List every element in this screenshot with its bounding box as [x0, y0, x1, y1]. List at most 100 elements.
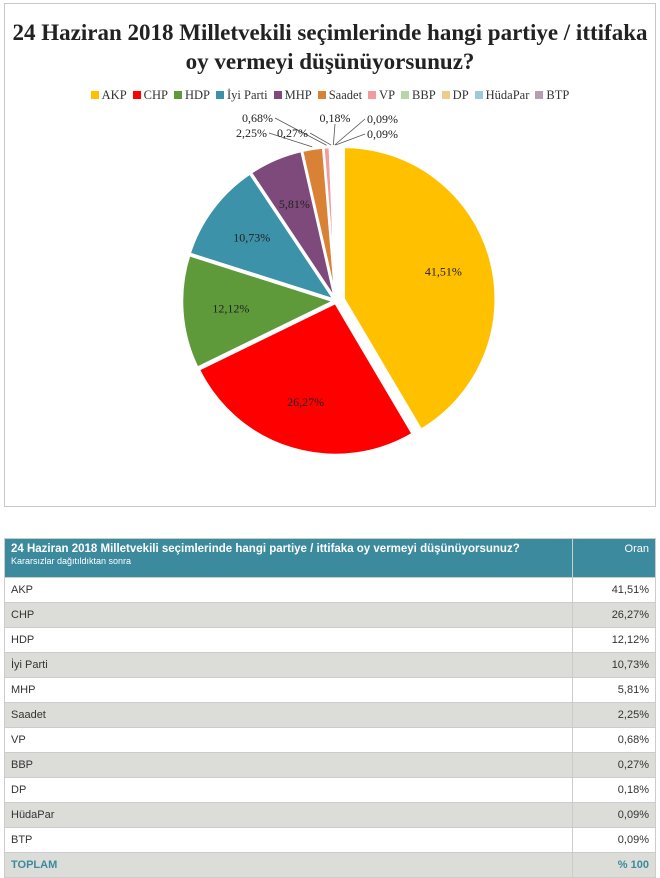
leader-line — [274, 117, 327, 146]
leader-line — [332, 123, 336, 146]
party-value: 0,27% — [572, 752, 656, 778]
party-value: 0,68% — [572, 727, 656, 753]
party-name: HüdaPar — [4, 802, 573, 828]
table-title: 24 Haziran 2018 Milletvekili seçimlerind… — [11, 543, 520, 555]
legend-item: HüdaPar — [474, 88, 530, 103]
legend-swatch — [273, 91, 282, 99]
party-name: İyi Parti — [4, 652, 573, 678]
party-name: MHP — [4, 677, 573, 703]
leader-line — [309, 132, 332, 146]
legend-label: VP — [379, 88, 396, 102]
legend-label: MHP — [284, 88, 312, 102]
legend-swatch — [317, 91, 326, 99]
legend-label: Saadet — [328, 88, 363, 102]
table-row: DP 0,18% — [4, 777, 656, 803]
pie-chart: 24 Haziran 2018 Milletvekili seçimlerind… — [4, 3, 656, 507]
legend-label: BBP — [412, 88, 436, 102]
data-label: 10,73% — [233, 231, 270, 245]
party-value: 0,09% — [572, 802, 656, 828]
legend-label: BTP — [546, 88, 570, 102]
legend-swatch — [216, 91, 224, 99]
party-name: HDP — [4, 627, 573, 653]
table-row: Saadet 2,25% — [4, 702, 656, 728]
legend-item: AKP — [90, 88, 127, 103]
party-value: 0,18% — [572, 777, 656, 803]
pie-slice-i-yi-parti — [187, 171, 338, 303]
party-value: 2,25% — [572, 702, 656, 728]
legend-label: HüdaPar — [485, 88, 530, 102]
legend-item: HDP — [173, 88, 210, 103]
legend-swatch — [90, 91, 99, 99]
pie-slice-btp — [333, 145, 338, 300]
party-name: Saadet — [4, 702, 573, 728]
data-label: 0,27% — [277, 126, 308, 140]
legend-item: BBP — [401, 88, 436, 103]
legend-label: HDP — [184, 88, 210, 102]
data-label: 0,68% — [242, 111, 273, 125]
data-label: 0,09% — [367, 127, 398, 141]
legend-item: MHP — [273, 88, 312, 103]
table-row: HDP 12,12% — [4, 627, 656, 653]
pie-slice-akp — [342, 145, 497, 432]
pie-slice-hdp — [180, 253, 338, 370]
total-label: TOPLAM — [4, 852, 573, 878]
legend-swatch — [474, 91, 483, 99]
legend-swatch — [441, 91, 450, 99]
leader-line — [334, 118, 366, 146]
party-value: 5,81% — [572, 677, 656, 703]
leader-line — [268, 132, 313, 148]
party-name: CHP — [4, 602, 573, 628]
chart-legend: AKP CHP HDP İyi Parti MHP Saadet VP BBP DP HüdaPa… — [5, 88, 655, 103]
legend-item: BTP — [535, 88, 569, 103]
pie-svg: 41,51% 26,27% 12,12% 10,73% 5,81% 2,25%0,68% 0… — [180, 111, 497, 457]
legend-label: AKP — [101, 88, 127, 102]
legend-swatch — [132, 91, 141, 99]
legend-item: Saadet — [317, 88, 363, 103]
table-row: VP 0,68% — [4, 727, 656, 753]
party-value: 12,12% — [572, 627, 656, 653]
party-name: AKP — [4, 577, 573, 603]
table-row: MHP 5,81% — [4, 677, 656, 703]
data-label: 5,81% — [279, 197, 310, 211]
party-name: BTP — [4, 827, 573, 853]
value-header: Oran — [572, 538, 656, 578]
legend-swatch — [173, 91, 182, 99]
data-label: 2,25% — [236, 126, 267, 140]
total-value: % 100 — [572, 852, 656, 878]
table-subtitle: Kararsızlar dağıtıldıktan sonra — [11, 556, 132, 566]
party-name: VP — [4, 727, 573, 753]
party-value: 26,27% — [572, 602, 656, 628]
total-row: TOPLAM% 100 — [4, 852, 656, 878]
table-header: 24 Haziran 2018 Milletvekili seçimlerind… — [4, 538, 656, 578]
party-name: DP — [4, 777, 573, 803]
table-row: HüdaPar 0,09% — [4, 802, 656, 828]
legend-swatch — [401, 91, 410, 99]
table-row: İyi Parti 10,73% — [4, 652, 656, 678]
legend-swatch — [368, 91, 377, 99]
legend-label: CHP — [143, 88, 168, 102]
legend-item: VP — [368, 88, 395, 103]
table-row: AKP 41,51% — [4, 577, 656, 603]
table-row: BBP 0,27% — [4, 752, 656, 778]
pie-slice-chp — [197, 301, 415, 457]
table-row: CHP 26,27% — [4, 602, 656, 628]
data-label: 0,18% — [320, 111, 351, 125]
party-value: 10,73% — [572, 652, 656, 678]
party-value: 41,51% — [572, 577, 656, 603]
party-name: BBP — [4, 752, 573, 778]
data-label: 0,09% — [367, 112, 398, 126]
table-row: BTP 0,09% — [4, 827, 656, 853]
legend-label: DP — [452, 88, 469, 102]
leader-line — [335, 133, 366, 146]
legend-swatch — [535, 91, 544, 99]
chart-title: 24 Haziran 2018 Milletvekili seçimlerind… — [12, 20, 648, 74]
results-table: 24 Haziran 2018 Milletvekili seçimlerind… — [4, 538, 656, 878]
data-label: 26,27% — [287, 395, 324, 409]
data-label: 41,51% — [425, 265, 462, 279]
legend-label: İyi Parti — [227, 88, 268, 102]
legend-item: CHP — [132, 88, 168, 103]
party-value: 0,09% — [572, 827, 656, 853]
legend-item: İyi Parti — [216, 88, 268, 103]
data-label: 12,12% — [212, 302, 249, 316]
legend-item: DP — [441, 88, 469, 103]
